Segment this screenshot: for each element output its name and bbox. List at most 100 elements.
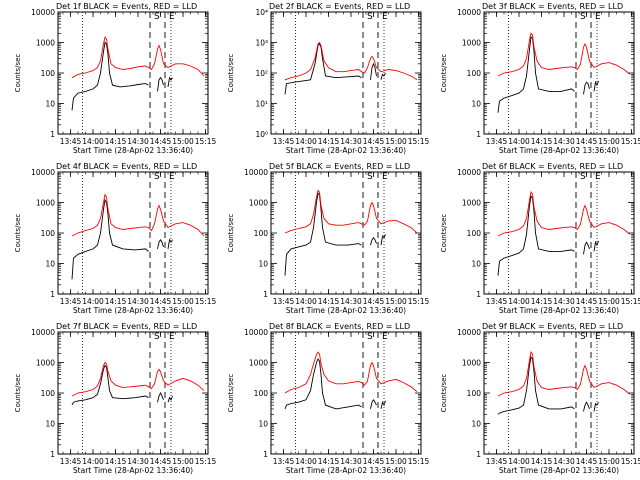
y-tick-label: 1 bbox=[50, 450, 55, 459]
y-tick-label: 1000 bbox=[462, 39, 481, 48]
marker-label: E bbox=[169, 172, 175, 182]
x-axis-label: Start Time (28-Apr-02 13:36:40) bbox=[499, 306, 619, 315]
plot-frame bbox=[57, 11, 209, 135]
lld-series-line bbox=[284, 41, 418, 81]
chart-title: Det 5f BLACK = Events, RED = LLD bbox=[269, 162, 410, 171]
x-tick-label: 14:15 bbox=[318, 297, 340, 306]
x-tick-label: 14:00 bbox=[508, 457, 530, 466]
y-tick-label: 1 bbox=[476, 290, 481, 299]
chart-panel: Det 1f BLACK = Events, RED = LLD 1 10 100 10… bbox=[14, 2, 217, 155]
x-tick-label: 15:15 bbox=[621, 297, 640, 306]
plot-frame bbox=[270, 331, 422, 455]
x-axis-label: Start Time (28-Apr-02 13:36:40) bbox=[286, 146, 406, 155]
events-series-segment bbox=[583, 401, 590, 412]
x-tick-label: 14:30 bbox=[340, 137, 362, 146]
plot-frame bbox=[270, 11, 422, 135]
marker-label: S bbox=[367, 12, 373, 22]
events-series-line bbox=[284, 192, 362, 276]
plot-frame bbox=[483, 171, 635, 295]
y-tick-label: 1 bbox=[50, 290, 55, 299]
events-series-segment bbox=[583, 81, 590, 95]
y-tick-label: 10000 bbox=[244, 168, 268, 177]
x-tick-label: 14:30 bbox=[127, 297, 149, 306]
lld-series-line bbox=[71, 193, 205, 237]
x-tick-label: 15:00 bbox=[598, 137, 620, 146]
x-tick-label: 14:45 bbox=[363, 297, 385, 306]
chart-title: Det 6f BLACK = Events, RED = LLD bbox=[482, 162, 623, 171]
events-series-segment bbox=[380, 400, 386, 409]
y-axis-label: Counts/sec bbox=[440, 54, 448, 93]
y-axis-label: Counts/sec bbox=[440, 214, 448, 253]
x-tick-label: 14:30 bbox=[340, 457, 362, 466]
y-axis-label: Counts/sec bbox=[227, 374, 235, 413]
x-tick-label: 15:15 bbox=[195, 137, 217, 146]
chart-title: Det 9f BLACK = Events, RED = LLD bbox=[482, 322, 623, 331]
y-tick-label: 1 bbox=[476, 450, 481, 459]
x-tick-label: 14:30 bbox=[553, 137, 575, 146]
x-axis-label: Start Time (28-Apr-02 13:36:40) bbox=[73, 306, 193, 315]
x-tick-label: 14:30 bbox=[553, 297, 575, 306]
events-series-segment bbox=[593, 401, 599, 412]
y-tick-label: 10⁴ bbox=[255, 8, 268, 17]
chart-title: Det 8f BLACK = Events, RED = LLD bbox=[269, 322, 410, 331]
events-series-line bbox=[284, 43, 362, 95]
x-tick-label: 15:00 bbox=[172, 297, 194, 306]
x-tick-label: 14:00 bbox=[508, 137, 530, 146]
lld-series-line bbox=[71, 361, 205, 397]
marker-label: E bbox=[382, 12, 388, 22]
y-tick-label: 10 bbox=[471, 420, 481, 429]
events-series-line bbox=[284, 358, 362, 410]
x-axis-label: Start Time (28-Apr-02 13:36:40) bbox=[73, 466, 193, 475]
y-tick-label: 1000 bbox=[249, 359, 268, 368]
y-tick-label: 1000 bbox=[249, 199, 268, 208]
x-tick-label: 14:45 bbox=[150, 137, 172, 146]
events-series-segment bbox=[157, 238, 164, 249]
x-tick-label: 15:15 bbox=[408, 457, 430, 466]
y-tick-label: 10¹ bbox=[255, 100, 268, 109]
marker-label: S bbox=[580, 172, 586, 182]
events-series-line bbox=[71, 364, 149, 406]
events-series-segment bbox=[380, 234, 386, 246]
marker-label: S bbox=[580, 332, 586, 342]
y-tick-label: 10000 bbox=[31, 168, 55, 177]
chart-panel: Det 9f BLACK = Events, RED = LLD 1 10 100 10… bbox=[440, 322, 640, 475]
x-tick-label: 14:30 bbox=[553, 457, 575, 466]
x-tick-label: 14:15 bbox=[318, 137, 340, 146]
x-tick-label: 15:15 bbox=[621, 457, 640, 466]
x-tick-label: 15:00 bbox=[172, 137, 194, 146]
y-tick-label: 10000 bbox=[457, 168, 481, 177]
events-series-segment bbox=[157, 391, 164, 403]
y-tick-label: 10000 bbox=[244, 328, 268, 337]
chart-title: Det 4f BLACK = Events, RED = LLD bbox=[56, 162, 197, 171]
marker-label: S bbox=[154, 12, 160, 22]
y-tick-label: 100 bbox=[254, 229, 269, 238]
events-series-segment bbox=[370, 62, 377, 80]
x-tick-label: 14:00 bbox=[295, 457, 317, 466]
x-tick-label: 14:00 bbox=[82, 137, 104, 146]
y-axis-label: Counts/sec bbox=[14, 374, 22, 413]
y-tick-label: 1000 bbox=[36, 39, 55, 48]
x-tick-label: 15:00 bbox=[385, 137, 407, 146]
x-axis-label: Start Time (28-Apr-02 13:36:40) bbox=[286, 466, 406, 475]
x-tick-label: 14:00 bbox=[295, 297, 317, 306]
y-tick-label: 100 bbox=[467, 69, 482, 78]
x-tick-label: 14:00 bbox=[82, 457, 104, 466]
lld-series-line bbox=[497, 351, 631, 397]
marker-label: S bbox=[367, 332, 373, 342]
events-series-segment bbox=[167, 76, 173, 87]
x-tick-label: 13:45 bbox=[486, 137, 508, 146]
x-axis-label: Start Time (28-Apr-02 13:36:40) bbox=[73, 146, 193, 155]
y-tick-label: 10000 bbox=[31, 8, 55, 17]
x-tick-label: 14:45 bbox=[576, 137, 598, 146]
y-axis-label: Counts/sec bbox=[14, 54, 22, 93]
x-tick-label: 15:15 bbox=[408, 297, 430, 306]
y-tick-label: 1000 bbox=[36, 199, 55, 208]
x-tick-label: 14:15 bbox=[105, 457, 127, 466]
events-series-segment bbox=[593, 80, 599, 92]
y-tick-label: 1 bbox=[263, 290, 268, 299]
marker-label: E bbox=[382, 172, 388, 182]
y-axis-label: Counts/sec bbox=[227, 214, 235, 253]
y-tick-label: 100 bbox=[41, 69, 56, 78]
x-tick-label: 14:30 bbox=[340, 297, 362, 306]
marker-label: E bbox=[595, 332, 601, 342]
